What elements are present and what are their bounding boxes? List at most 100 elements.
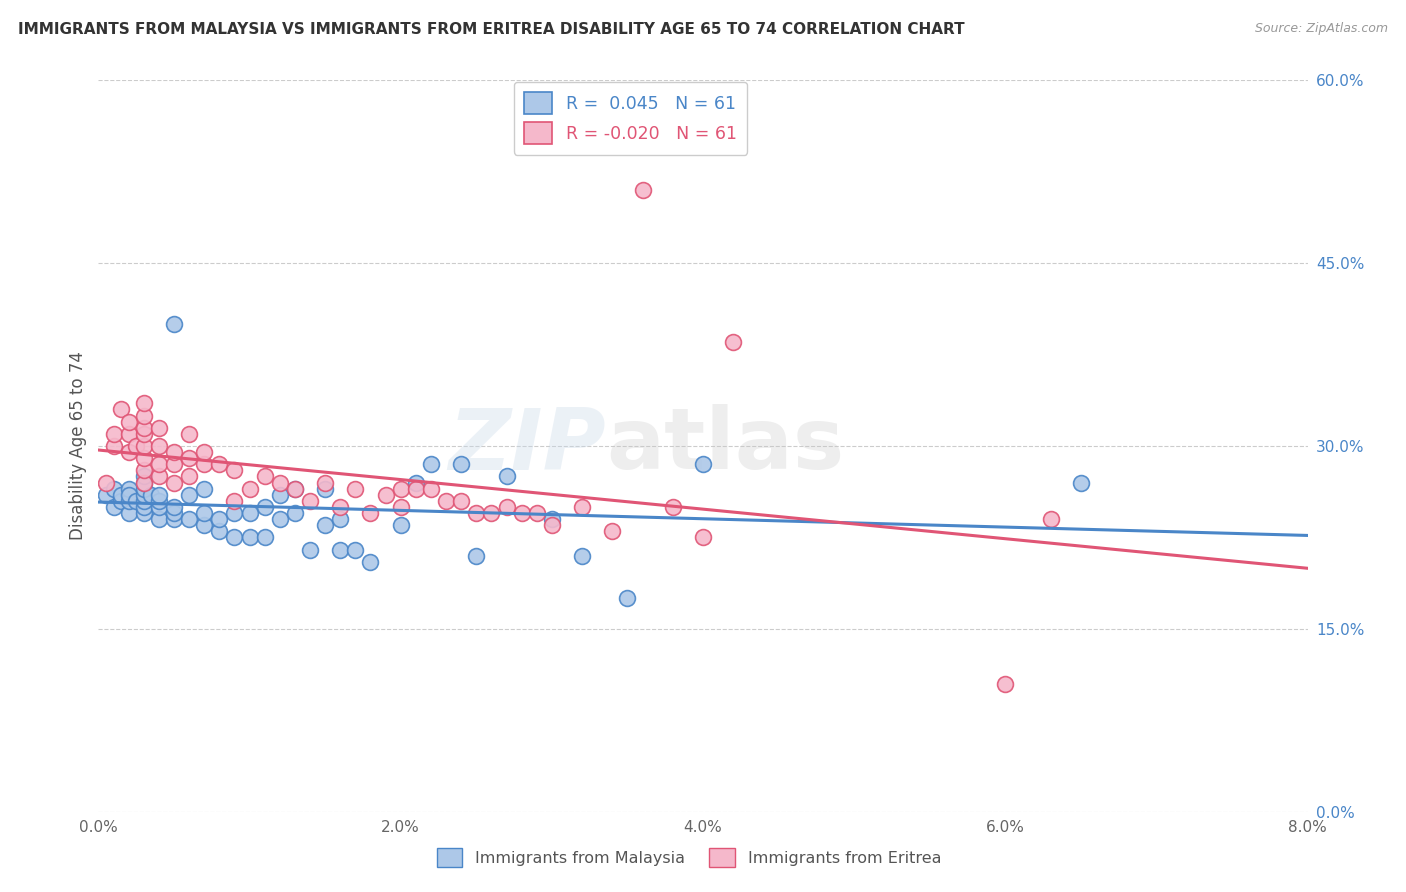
Point (661, 500, 683, 514)
Point (118, 482, 141, 496)
Point (1039, 512, 1062, 526)
Point (450, 494, 472, 508)
Point (103, 426, 125, 441)
Point (510, 506, 533, 520)
Point (692, 457, 714, 471)
Point (360, 555, 382, 569)
Point (465, 549, 488, 563)
Point (253, 530, 276, 544)
Point (571, 549, 593, 563)
Point (94, 475, 117, 490)
Point (208, 524, 231, 539)
Point (179, 469, 201, 483)
Point (269, 475, 291, 490)
Point (103, 500, 125, 514)
Point (420, 482, 443, 496)
Point (284, 482, 307, 496)
Point (389, 482, 412, 496)
Point (389, 518, 412, 533)
Point (208, 457, 231, 471)
Point (193, 506, 215, 520)
Point (239, 506, 262, 520)
Point (434, 494, 457, 508)
Point (132, 475, 155, 490)
Point (118, 445, 141, 459)
Point (132, 396, 155, 410)
Point (148, 439, 170, 453)
Point (179, 426, 201, 441)
Point (132, 475, 155, 490)
Point (314, 518, 336, 533)
Point (148, 469, 170, 483)
Point (253, 500, 276, 514)
Point (692, 530, 714, 544)
Point (141, 488, 163, 502)
Point (132, 409, 155, 423)
Point (224, 494, 246, 508)
Point (329, 542, 352, 557)
Point (193, 445, 215, 459)
Point (224, 463, 246, 477)
Y-axis label: Disability Age 65 to 74: Disability Age 65 to 74 (69, 351, 87, 541)
Point (420, 457, 443, 471)
Point (269, 488, 291, 502)
Point (602, 524, 624, 539)
Point (374, 488, 396, 502)
Point (299, 542, 322, 557)
Point (132, 463, 155, 477)
Point (132, 482, 155, 496)
Point (118, 494, 141, 508)
Point (163, 500, 186, 514)
Point (148, 457, 170, 471)
Point (405, 475, 427, 490)
Point (389, 500, 412, 514)
Point (571, 500, 593, 514)
Point (103, 439, 125, 453)
Point (163, 317, 186, 331)
Point (118, 506, 141, 520)
Point (360, 506, 382, 520)
Point (540, 518, 562, 533)
Point (179, 488, 201, 502)
Point (253, 469, 276, 483)
Point (299, 494, 322, 508)
Point (132, 426, 155, 441)
Point (110, 494, 132, 508)
Point (344, 542, 367, 557)
Point (148, 500, 170, 514)
Point (1070, 475, 1092, 490)
Point (631, 183, 654, 197)
Point (269, 512, 291, 526)
Legend: Immigrants from Malaysia, Immigrants from Eritrea: Immigrants from Malaysia, Immigrants fro… (430, 842, 948, 873)
Point (616, 591, 638, 606)
Point (329, 512, 352, 526)
Point (540, 512, 562, 526)
Point (224, 506, 246, 520)
Point (994, 676, 1017, 690)
Point (284, 482, 307, 496)
Point (132, 439, 155, 453)
Point (132, 451, 155, 466)
Point (132, 469, 155, 483)
Point (481, 506, 503, 520)
Point (148, 512, 170, 526)
Point (163, 475, 186, 490)
Point (284, 506, 307, 520)
Point (132, 494, 155, 508)
Point (239, 482, 262, 496)
Point (125, 494, 148, 508)
Point (118, 426, 141, 441)
Point (163, 457, 186, 471)
Point (163, 506, 186, 520)
Point (179, 512, 201, 526)
Point (723, 335, 745, 350)
Point (118, 415, 141, 429)
Point (110, 402, 132, 417)
Legend: R =  0.045   N = 61, R = -0.020   N = 61: R = 0.045 N = 61, R = -0.020 N = 61 (513, 82, 747, 155)
Point (208, 512, 231, 526)
Text: atlas: atlas (606, 404, 845, 488)
Point (344, 482, 367, 496)
Point (148, 421, 170, 435)
Point (193, 457, 215, 471)
Point (179, 451, 201, 466)
